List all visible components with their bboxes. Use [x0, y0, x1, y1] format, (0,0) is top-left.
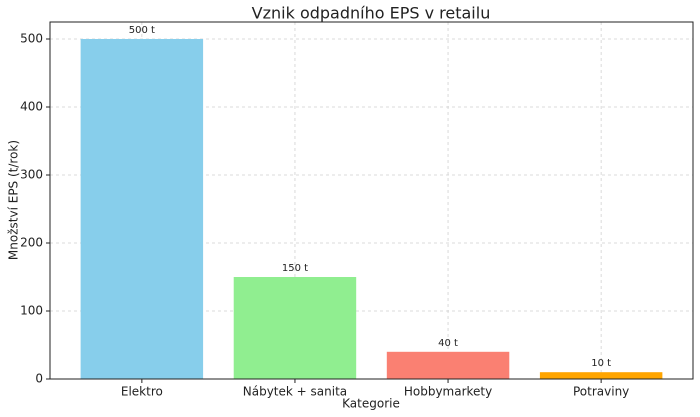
y-tick-label: 500	[20, 32, 43, 46]
bar	[539, 372, 663, 379]
y-tick-label: 400	[20, 100, 43, 114]
bar	[80, 39, 204, 379]
data-label: 500 t	[129, 25, 155, 36]
y-tick-label: 100	[20, 304, 43, 318]
chart-title: Vznik odpadního EPS v retailu	[252, 4, 491, 23]
x-tick-label: Nábytek + sanita	[243, 385, 347, 399]
data-label: 40 t	[438, 338, 458, 349]
plot-frame	[49, 21, 694, 380]
data-label: 10 t	[591, 358, 611, 369]
x-tick-label: Hobbymarkety	[404, 385, 492, 399]
y-tick-label: 300	[20, 168, 43, 182]
x-tick-label: Elektro	[121, 385, 163, 399]
y-axis-label: Množství EPS (t/rok)	[7, 140, 21, 260]
y-tick-label: 200	[20, 236, 43, 250]
y-tick-label: 0	[35, 372, 43, 386]
bar	[233, 277, 357, 379]
x-axis-label: Kategorie	[342, 397, 400, 411]
data-label: 150 t	[282, 263, 308, 274]
x-tick-label: Potraviny	[573, 385, 629, 399]
bar	[386, 351, 510, 379]
